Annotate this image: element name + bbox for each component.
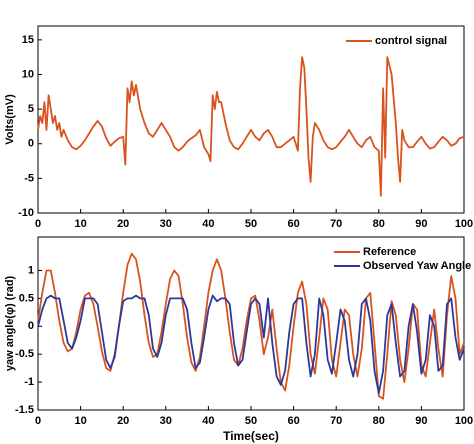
x-tick-label: 20 xyxy=(117,415,129,427)
y-tick-label: -1 xyxy=(24,376,34,388)
data-line xyxy=(37,294,465,395)
x-tick-label: 70 xyxy=(330,218,342,230)
x-tick-label: 0 xyxy=(35,415,41,427)
data-line xyxy=(37,252,465,400)
y-tick-label: 10 xyxy=(22,68,34,80)
x-tick-label: 40 xyxy=(202,218,214,230)
x-tick-label: 20 xyxy=(117,218,129,230)
y-axis-label: yaw angle(φ) (rad) xyxy=(4,276,16,372)
x-tick-label: 40 xyxy=(202,415,214,427)
x-tick-label: 80 xyxy=(373,218,385,230)
y-tick-label: -10 xyxy=(18,207,34,219)
x-tick-label: 10 xyxy=(74,415,86,427)
y-tick-label: -5 xyxy=(24,172,34,184)
legend-label: Observed Yaw Angle xyxy=(363,260,471,272)
legend-label: Reference xyxy=(363,246,416,258)
legend-box xyxy=(330,243,460,275)
x-tick-label: 30 xyxy=(160,415,172,427)
x-tick-label: 30 xyxy=(160,218,172,230)
y-tick-label: 15 xyxy=(22,34,34,46)
x-tick-label: 100 xyxy=(455,415,473,427)
y-tick-label: 1 xyxy=(28,264,34,276)
y-axis-label: Volts(mV) xyxy=(4,94,16,145)
x-tick-label: 0 xyxy=(35,218,41,230)
data-line xyxy=(37,56,465,197)
x-tick-label: 10 xyxy=(74,218,86,230)
plot-area xyxy=(37,25,465,214)
x-tick-label: 100 xyxy=(455,218,473,230)
x-tick-label: 60 xyxy=(287,415,299,427)
x-tick-label: 50 xyxy=(245,415,257,427)
y-tick-label: 0.5 xyxy=(19,292,34,304)
x-tick-label: 50 xyxy=(245,218,257,230)
x-tick-label: 90 xyxy=(415,218,427,230)
legend-label: control signal xyxy=(375,35,447,47)
x-tick-label: 70 xyxy=(330,415,342,427)
y-tick-label: -1.5 xyxy=(15,404,34,416)
y-tick-label: 0 xyxy=(28,320,34,332)
y-tick-label: -0.5 xyxy=(15,348,34,360)
x-tick-label: 80 xyxy=(373,415,385,427)
x-tick-label: 90 xyxy=(415,415,427,427)
y-tick-label: 0 xyxy=(28,138,34,150)
x-tick-label: 60 xyxy=(287,218,299,230)
x-axis-label: Time(sec) xyxy=(223,429,279,443)
y-tick-label: 5 xyxy=(28,103,34,115)
